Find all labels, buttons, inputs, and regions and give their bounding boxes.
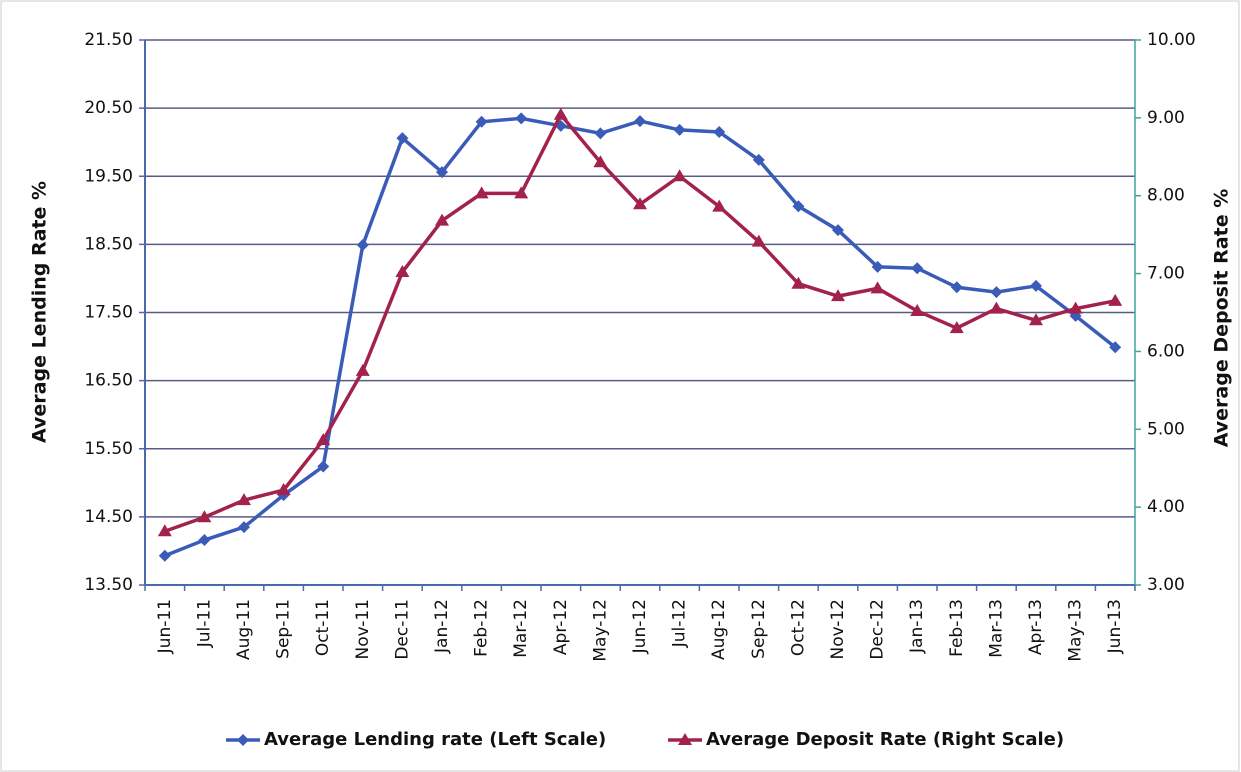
y-tick-label: 18.50 [84, 234, 133, 254]
marker [911, 262, 924, 275]
marker [593, 155, 608, 168]
marker [831, 289, 845, 302]
x-tick-label: Jul-12 [670, 599, 690, 648]
y2-tick-label: 3.00 [1147, 575, 1185, 595]
marker [276, 483, 291, 496]
y2-tick-label: 10.00 [1147, 30, 1196, 50]
marker [317, 460, 330, 473]
marker [672, 169, 687, 182]
marker [436, 166, 448, 179]
x-tick-label: Sep-12 [749, 599, 769, 659]
x-tick-label: May-12 [590, 599, 610, 662]
marker [633, 197, 647, 210]
y-tick-label: 13.50 [84, 575, 133, 595]
marker [990, 286, 1003, 299]
marker [316, 433, 331, 446]
marker [713, 125, 726, 138]
marker [237, 493, 251, 506]
marker [395, 265, 410, 278]
y-axis-title: Average Lending Rate % [29, 181, 51, 443]
marker [871, 260, 884, 273]
x-tick-label: Dec-12 [868, 599, 888, 660]
marker [355, 363, 370, 376]
marker [158, 549, 171, 562]
x-tick-label: Jun-11 [155, 599, 175, 654]
y2-tick-label: 8.00 [1147, 186, 1185, 206]
y-tick-label: 15.50 [84, 439, 133, 459]
y2-tick-label: 5.00 [1147, 419, 1185, 439]
x-tick-label: Jul-11 [194, 599, 214, 648]
marker [594, 127, 607, 140]
x-tick-label: Jan-13 [907, 599, 927, 654]
marker [356, 239, 369, 252]
x-tick-label: Mar-12 [511, 599, 531, 658]
x-tick-label: Nov-12 [828, 599, 848, 660]
marker [910, 303, 925, 316]
y2-tick-label: 9.00 [1147, 108, 1185, 128]
marker [751, 234, 766, 247]
marker [791, 276, 806, 289]
x-tick-label: Jun-12 [630, 599, 650, 654]
marker [1068, 301, 1083, 314]
x-tick-label: Aug-12 [709, 599, 729, 660]
x-tick-label: Jan-12 [432, 599, 452, 654]
marker [1029, 313, 1043, 326]
marker [238, 521, 250, 534]
marker [752, 153, 765, 166]
marker [634, 115, 646, 128]
marker [515, 112, 528, 125]
marker [237, 734, 249, 746]
marker [474, 186, 489, 199]
y-tick-label: 14.50 [84, 507, 133, 527]
marker [792, 200, 805, 213]
marker [950, 281, 963, 294]
marker [989, 301, 1004, 314]
marker [396, 132, 409, 145]
x-tick-label: Jun-13 [1105, 599, 1125, 654]
legend-label: Average Deposit Rate (Right Scale) [706, 729, 1064, 750]
marker [949, 321, 964, 334]
y-tick-label: 17.50 [84, 303, 133, 323]
y-tick-label: 19.50 [84, 166, 133, 186]
y2-tick-label: 6.00 [1147, 341, 1185, 361]
x-tick-label: May-13 [1066, 599, 1086, 662]
y2-tick-label: 7.00 [1147, 264, 1185, 284]
y-tick-label: 20.50 [84, 98, 133, 118]
marker [514, 186, 529, 199]
x-tick-label: Mar-13 [986, 599, 1006, 658]
marker [197, 510, 212, 523]
x-tick-label: Nov-11 [353, 599, 373, 660]
marker [1030, 279, 1042, 292]
x-tick-label: Dec-11 [392, 599, 412, 660]
marker [1109, 341, 1122, 354]
marker [475, 115, 488, 128]
marker [673, 123, 686, 136]
marker [712, 199, 727, 212]
marker [870, 281, 885, 294]
marker [553, 107, 568, 120]
y2-tick-label: 4.00 [1147, 497, 1185, 517]
legend-label: Average Lending rate (Left Scale) [264, 729, 606, 750]
marker [157, 524, 172, 537]
x-tick-label: Apr-12 [551, 599, 571, 655]
marker [832, 224, 844, 237]
marker [435, 213, 449, 226]
x-tick-label: Apr-13 [1026, 599, 1046, 655]
y-tick-label: 21.50 [84, 30, 133, 50]
y2-axis-title: Average Deposit Rate % [1211, 189, 1233, 448]
x-tick-label: Feb-12 [472, 599, 492, 657]
x-tick-label: Feb-13 [947, 599, 967, 657]
y-tick-label: 16.50 [84, 371, 133, 391]
x-tick-label: Oct-11 [313, 599, 333, 656]
marker [678, 733, 692, 745]
marker [198, 534, 211, 547]
x-tick-label: Sep-11 [274, 599, 294, 659]
x-tick-label: Aug-11 [234, 599, 254, 660]
x-tick-label: Oct-12 [788, 599, 808, 656]
marker [1108, 293, 1123, 306]
